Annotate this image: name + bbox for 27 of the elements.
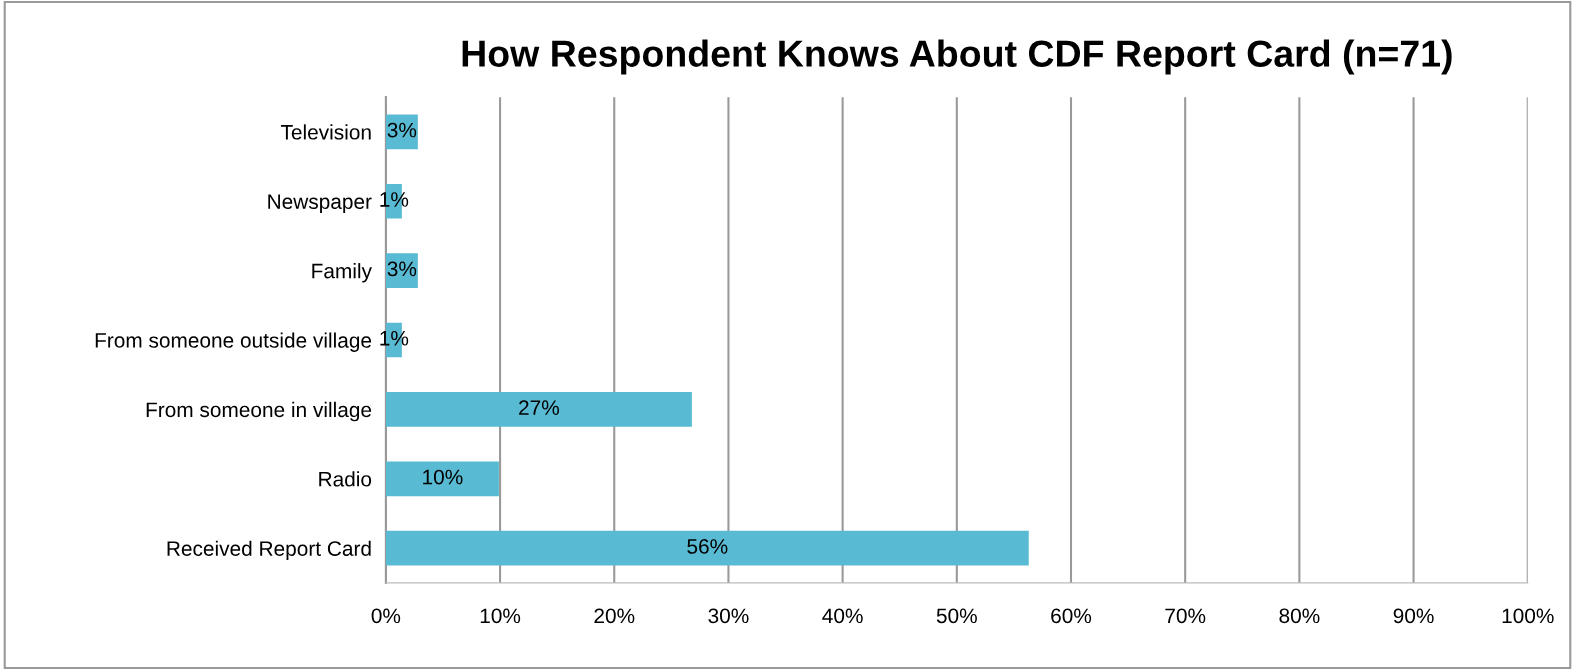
- y-tick-label: Radio: [319, 471, 372, 487]
- bar: [385, 530, 1029, 566]
- y-tick-label: Television: [280, 124, 371, 140]
- x-tick-label: 0%: [371, 608, 401, 624]
- data-label: 3%: [387, 261, 417, 277]
- x-tick-label: 30%: [708, 608, 749, 624]
- data-label: 3%: [387, 122, 417, 138]
- data-label: 10%: [423, 469, 463, 485]
- y-tick-label: From someone outside village: [95, 332, 372, 352]
- y-tick-label: From someone in village: [146, 401, 372, 422]
- y-tick-label: Received Report Card: [167, 540, 371, 561]
- y-tick-label: Newspaper: [268, 194, 372, 214]
- data-label: 56%: [687, 539, 728, 554]
- x-tick-label: 60%: [1051, 608, 1092, 624]
- x-tick-label: 20%: [594, 608, 635, 624]
- bar: [385, 461, 499, 497]
- x-tick-label: 10%: [480, 608, 521, 624]
- x-tick-label: 40%: [822, 608, 863, 624]
- chart-title: How Respondent Knows About CDF Report Card (n=71): [462, 39, 1452, 75]
- x-tick-label: 80%: [1279, 608, 1320, 624]
- x-tick-label: 90%: [1393, 608, 1434, 624]
- data-label: 27%: [519, 400, 559, 415]
- x-tick-label: 100%: [1502, 608, 1554, 624]
- x-tick-label: 50%: [936, 608, 977, 624]
- bar: [385, 392, 692, 427]
- x-tick-label: 70%: [1165, 608, 1206, 624]
- y-tick-label: Family: [312, 263, 372, 283]
